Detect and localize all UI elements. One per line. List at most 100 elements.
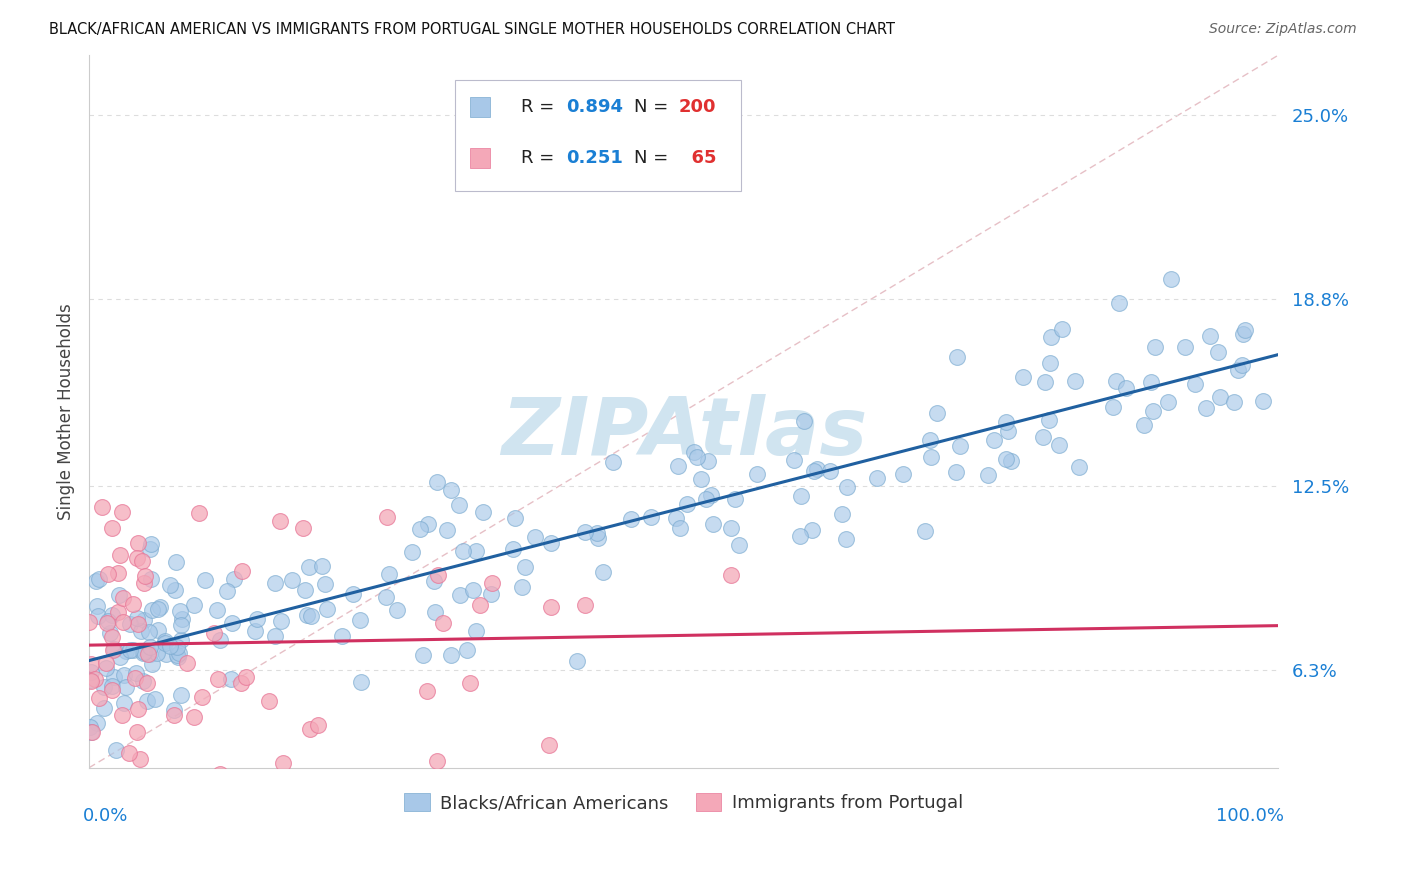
Point <box>723 492 745 507</box>
Point <box>436 524 458 538</box>
Point <box>299 609 322 624</box>
Point <box>112 667 135 681</box>
Point <box>1139 375 1161 389</box>
Point <box>425 605 447 619</box>
Point <box>1114 381 1136 395</box>
Point <box>194 573 217 587</box>
Point <box>166 640 188 654</box>
Point <box>1032 429 1054 443</box>
Point <box>789 529 811 543</box>
Point <box>502 542 524 557</box>
Point <box>702 517 724 532</box>
Point <box>202 626 225 640</box>
Point <box>96 616 118 631</box>
Point <box>315 602 337 616</box>
Point <box>176 656 198 670</box>
Point <box>141 657 163 671</box>
Point <box>479 587 502 601</box>
Point <box>84 574 107 588</box>
Point <box>111 707 134 722</box>
Text: 65: 65 <box>679 150 717 168</box>
Point <box>918 433 941 447</box>
Point <box>602 455 624 469</box>
Point <box>163 707 186 722</box>
Point <box>103 642 125 657</box>
Point <box>669 521 692 535</box>
Point <box>426 754 449 768</box>
Point <box>314 576 336 591</box>
Point <box>224 572 246 586</box>
Text: N =: N = <box>634 98 673 116</box>
Point <box>793 414 815 428</box>
Point <box>139 647 162 661</box>
Point <box>101 630 124 644</box>
Point <box>79 673 101 687</box>
Point <box>127 536 149 550</box>
Point <box>87 690 110 705</box>
Point <box>153 636 176 650</box>
Point <box>401 545 423 559</box>
Point <box>183 710 205 724</box>
Point <box>100 625 122 640</box>
Point <box>100 680 122 694</box>
Point <box>307 717 329 731</box>
Point <box>270 615 292 629</box>
Text: Source: ZipAtlas.com: Source: ZipAtlas.com <box>1209 22 1357 37</box>
Legend: Blacks/African Americans, Immigrants from Portugal: Blacks/African Americans, Immigrants fro… <box>396 786 970 819</box>
Point <box>257 694 280 708</box>
Point <box>93 680 115 694</box>
Point <box>995 415 1018 429</box>
Point <box>134 576 156 591</box>
Text: N =: N = <box>634 150 673 168</box>
Point <box>1133 418 1156 433</box>
Point <box>103 670 125 684</box>
Point <box>170 612 193 626</box>
Bar <box>470 97 489 117</box>
Point <box>537 738 560 752</box>
Point <box>96 656 118 670</box>
Point <box>416 684 439 698</box>
Point <box>866 470 889 484</box>
Point <box>689 472 711 486</box>
Point <box>800 523 823 537</box>
Point <box>122 597 145 611</box>
Point <box>291 521 314 535</box>
Point <box>1012 369 1035 384</box>
Point <box>375 509 398 524</box>
Point <box>90 500 112 515</box>
Point <box>586 526 609 541</box>
Point <box>1222 395 1244 409</box>
Point <box>1050 322 1073 336</box>
Point <box>118 746 141 760</box>
Point <box>440 483 463 497</box>
Text: ZIPAtlas: ZIPAtlas <box>501 393 868 472</box>
Point <box>949 439 972 453</box>
Point <box>127 550 149 565</box>
Point <box>728 538 751 552</box>
Point <box>1195 401 1218 415</box>
Point <box>1067 460 1090 475</box>
Point <box>139 572 162 586</box>
Point <box>231 675 253 690</box>
Point <box>505 511 527 525</box>
Point <box>153 634 176 648</box>
Point <box>118 617 141 632</box>
Point <box>782 453 804 467</box>
Point <box>294 582 316 597</box>
Point <box>166 648 188 662</box>
Point <box>374 590 396 604</box>
Point <box>298 560 321 574</box>
Point <box>640 510 662 524</box>
Point <box>170 618 193 632</box>
Point <box>132 673 155 688</box>
Point <box>574 598 596 612</box>
Point <box>79 673 101 688</box>
Point <box>1142 403 1164 417</box>
Point <box>163 703 186 717</box>
Point <box>118 643 141 657</box>
Point <box>540 535 562 549</box>
Point <box>235 670 257 684</box>
Point <box>87 572 110 586</box>
Point <box>586 531 609 545</box>
Point <box>481 576 503 591</box>
